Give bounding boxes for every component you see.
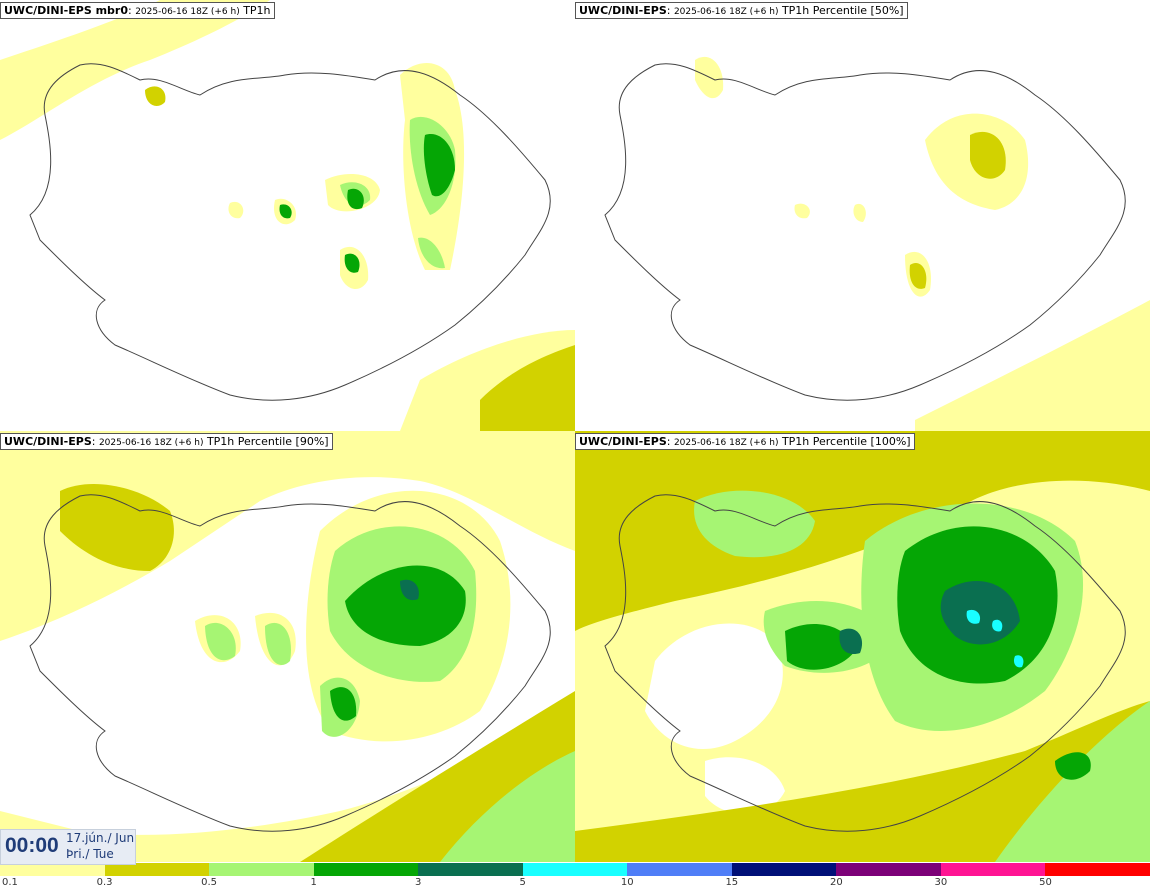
colorbar-tick-label: 30 — [934, 877, 948, 888]
colorbar-tick-label: 0.1 — [2, 877, 18, 888]
precip-area-lightyellow — [228, 201, 244, 219]
precip-area-lightyellow — [853, 203, 866, 222]
precip-area-green — [345, 565, 466, 646]
precip-map — [0, 431, 575, 862]
precip-area-olive — [575, 431, 1150, 631]
map-panel-mbr0: UWC/DINI-EPS mbr0: 2025-06-16 18Z (+6 h)… — [0, 0, 575, 431]
colorbar-segment — [522, 863, 628, 876]
precip-area-green — [423, 134, 455, 197]
precip-area-white — [705, 757, 785, 815]
colorbar-segment — [104, 863, 210, 876]
map-panel-p100: UWC/DINI-EPS: 2025-06-16 18Z (+6 h) TP1h… — [575, 431, 1150, 862]
colorbar-tick-label: 20 — [829, 877, 843, 888]
precip-area-lightgreen — [265, 622, 291, 665]
colorbar-tick-label: 10 — [620, 877, 634, 888]
precip-area-white — [645, 623, 783, 750]
precip-area-cyan — [1013, 655, 1024, 668]
product-label: TP1h Percentile [50%] — [781, 4, 904, 17]
colorbar-tick-label: 50 — [1039, 877, 1052, 888]
product-label: TP1h Percentile [100%] — [781, 435, 911, 448]
valid-date: 17.jún./ Jun — [66, 831, 135, 845]
precip-area-lightgreen — [440, 751, 575, 862]
product-label: TP1h Percentile [90%] — [206, 435, 329, 448]
colorbar-tick-label: 0.5 — [201, 877, 218, 888]
precip-area-olive — [145, 86, 166, 106]
precip-area-olive — [575, 701, 1150, 862]
precip-area-lightyellow — [0, 431, 575, 641]
panel-title: UWC/DINI-EPS: 2025-06-16 18Z (+6 h) TP1h… — [575, 433, 915, 450]
precip-area-darkgreen — [839, 628, 863, 655]
precip-area-lightgreen — [205, 622, 236, 661]
colorbar-tick-label: 5 — [519, 877, 526, 888]
panel-title: UWC/DINI-EPS: 2025-06-16 18Z (+6 h) TP1h… — [0, 433, 333, 450]
model-label: UWC/DINI-EPS mbr0 — [4, 4, 128, 17]
colorbar-tick-label: 3 — [414, 877, 422, 888]
precip-map — [604, 56, 1150, 431]
precip-map — [575, 431, 1150, 862]
colorbar-tick-label: 1 — [310, 877, 317, 888]
model-label: UWC/DINI-EPS — [579, 435, 667, 448]
colorbar-segment — [313, 863, 419, 876]
precip-area-olive — [970, 131, 1006, 179]
precip-area-lightgreen — [694, 490, 815, 558]
precip-area-olive — [60, 483, 174, 571]
run-label: 2025-06-16 18Z (+6 h) — [135, 7, 240, 17]
iceland-coastline — [604, 494, 1126, 832]
precip-area-green — [1055, 752, 1091, 780]
valid-time-box: 00:00 17.jún./ Jun Þri./ Tue — [0, 829, 136, 865]
colorbar-segment — [1045, 863, 1150, 876]
model-label: UWC/DINI-EPS — [579, 4, 667, 17]
precip-area-lightyellow — [0, 0, 270, 140]
precip-area-cyan — [966, 609, 981, 624]
precip-area-darkgreen — [400, 579, 419, 601]
colorbar-ticks: 0.1 0.3 0.5 1 3 5 10 15 20 30 50 — [0, 877, 1150, 891]
precip-area-cyan — [992, 619, 1003, 632]
precip-area-lightgreen — [418, 237, 445, 269]
colorbar-segment — [731, 863, 837, 876]
precip-area-olive — [480, 345, 575, 431]
colorbar-tick-label: 15 — [725, 877, 739, 888]
product-label: TP1h — [243, 4, 271, 17]
precip-area-lightyellow — [915, 300, 1150, 431]
iceland-coastline — [29, 63, 551, 401]
model-label: UWC/DINI-EPS — [4, 435, 92, 448]
colorbar-segment — [0, 863, 105, 876]
valid-weekday: Þri./ Tue — [66, 847, 114, 861]
map-panel-p50: UWC/DINI-EPS: 2025-06-16 18Z (+6 h) TP1h… — [575, 0, 1150, 431]
valid-time: 00:00 — [5, 834, 59, 857]
precip-area-lightgreen — [995, 701, 1150, 862]
iceland-coastline — [604, 63, 1126, 401]
run-label: 2025-06-16 18Z (+6 h) — [673, 438, 779, 448]
run-label: 2025-06-16 18Z (+6 h) — [98, 438, 204, 448]
precip-area-olive — [909, 262, 927, 289]
precip-area-green — [344, 253, 360, 273]
map-panel-p90: UWC/DINI-EPS: 2025-06-16 18Z (+6 h) TP1h… — [0, 431, 575, 862]
colorbar-segment — [940, 863, 1046, 876]
colorbar-segment — [209, 863, 314, 876]
colorbar-segment — [836, 863, 941, 876]
precip-colorbar — [0, 863, 1150, 876]
colorbar-segment — [418, 863, 523, 876]
precip-area-green — [347, 188, 364, 210]
iceland-coastline — [29, 494, 551, 832]
colorbar-segment — [627, 863, 732, 876]
run-label: 2025-06-16 18Z (+6 h) — [673, 7, 779, 17]
panel-title: UWC/DINI-EPS: 2025-06-16 18Z (+6 h) TP1h… — [575, 2, 908, 19]
precip-area-green — [785, 623, 855, 670]
precip-area-green — [330, 687, 357, 721]
colorbar-tick-label: 0.3 — [96, 877, 113, 888]
precip-area-lightyellow — [794, 203, 810, 219]
precip-area-green — [279, 204, 292, 219]
precip-map — [0, 0, 575, 431]
panel-title: UWC/DINI-EPS mbr0: 2025-06-16 18Z (+6 h)… — [0, 2, 275, 19]
